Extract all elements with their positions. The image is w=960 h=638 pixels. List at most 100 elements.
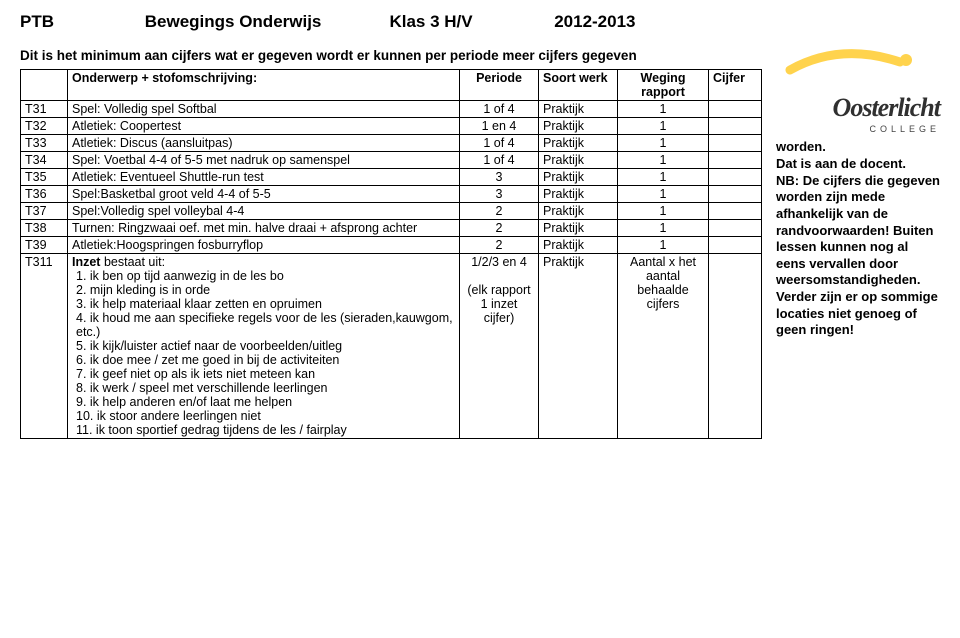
cell-periode: 1 en 4: [460, 118, 539, 135]
inzet-item: 6. ik doe mee / zet me goed in bij de ac…: [76, 353, 455, 367]
cell-periode: 3: [460, 186, 539, 203]
inzet-item: 7. ik geef niet op als ik iets niet mete…: [76, 367, 455, 381]
table-row: T33Atletiek: Discus (aansluitpas)1 of 4P…: [21, 135, 762, 152]
th-periode: Periode: [460, 70, 539, 101]
cell-onderwerp: Spel: Voetbal 4-4 of 5-5 met nadruk op s…: [68, 152, 460, 169]
cell-weging: 1: [618, 220, 709, 237]
cell-weging: Aantal x het aantal behaalde cijfers: [618, 254, 709, 439]
logo: Oosterlicht COLLEGE: [776, 48, 940, 135]
cell-onderwerp: Spel:Basketbal groot veld 4-4 of 5-5: [68, 186, 460, 203]
cell-periode: 1 of 4: [460, 152, 539, 169]
cell-cijfer: [709, 220, 762, 237]
cell-soort: Praktijk: [539, 220, 618, 237]
th-onderwerp: Onderwerp + stofomschrijving:: [68, 70, 460, 101]
grades-table: Onderwerp + stofomschrijving: Periode So…: [20, 69, 762, 439]
cell-soort: Praktijk: [539, 135, 618, 152]
cell-code: T34: [21, 152, 68, 169]
cell-onderwerp: Atletiek: Coopertest: [68, 118, 460, 135]
cell-soort: Praktijk: [539, 118, 618, 135]
cell-weging: 1: [618, 118, 709, 135]
cell-cijfer: [709, 101, 762, 118]
cell-code: T36: [21, 186, 68, 203]
inzet-item: 2. mijn kleding is in orde: [76, 283, 455, 297]
cell-periode: 3: [460, 169, 539, 186]
cell-periode: 1/2/3 en 4(elk rapport 1 inzet cijfer): [460, 254, 539, 439]
cell-cijfer: [709, 203, 762, 220]
cell-code: T33: [21, 135, 68, 152]
header-year: 2012-2013: [554, 12, 635, 32]
cell-periode: 2: [460, 220, 539, 237]
th-code: [21, 70, 68, 101]
cell-weging: 1: [618, 135, 709, 152]
cell-soort: Praktijk: [539, 152, 618, 169]
table-header-row: Onderwerp + stofomschrijving: Periode So…: [21, 70, 762, 101]
inzet-item: 1. ik ben op tijd aanwezig in de les bo: [76, 269, 455, 283]
table-row: T37Spel:Volledig spel volleybal 4-42Prak…: [21, 203, 762, 220]
logo-sub: COLLEGE: [776, 124, 940, 136]
cell-soort: Praktijk: [539, 254, 618, 439]
cell-cijfer: [709, 118, 762, 135]
cell-weging: 1: [618, 186, 709, 203]
cell-weging: 1: [618, 237, 709, 254]
table-row: T39Atletiek:Hoogspringen fosburryflop2Pr…: [21, 237, 762, 254]
th-soort: Soort werk: [539, 70, 618, 101]
table-row: T35Atletiek: Eventueel Shuttle-run test3…: [21, 169, 762, 186]
table-row: T34Spel: Voetbal 4-4 of 5-5 met nadruk o…: [21, 152, 762, 169]
cell-soort: Praktijk: [539, 101, 618, 118]
cell-cijfer: [709, 169, 762, 186]
cell-periode: 1 of 4: [460, 101, 539, 118]
header-title: Bewegings Onderwijs: [145, 12, 385, 32]
inzet-item: 3. ik help materiaal klaar zetten en opr…: [76, 297, 455, 311]
cell-weging: 1: [618, 203, 709, 220]
logo-text: Oosterlicht: [776, 91, 940, 124]
cell-cijfer: [709, 135, 762, 152]
inzet-item: 10. ik stoor andere leerlingen niet: [76, 409, 455, 423]
cell-weging: 1: [618, 169, 709, 186]
inzet-item: 11. ik toon sportief gedrag tijdens de l…: [76, 423, 455, 437]
cell-onderwerp: Turnen: Ringzwaai oef. met min. halve dr…: [68, 220, 460, 237]
inzet-item: 9. ik help anderen en/of laat me helpen: [76, 395, 455, 409]
header-ptb: PTB: [20, 12, 140, 32]
cell-soort: Praktijk: [539, 237, 618, 254]
cell-code: T35: [21, 169, 68, 186]
cell-code: T311: [21, 254, 68, 439]
cell-onderwerp: Atletiek: Discus (aansluitpas): [68, 135, 460, 152]
cell-onderwerp: Spel:Volledig spel volleybal 4-4: [68, 203, 460, 220]
cell-code: T31: [21, 101, 68, 118]
cell-periode: 1 of 4: [460, 135, 539, 152]
cell-code: T38: [21, 220, 68, 237]
cell-code: T32: [21, 118, 68, 135]
logo-name: Oosterlicht: [833, 93, 940, 122]
cell-onderwerp-inzet: Inzet bestaat uit:1. ik ben op tijd aanw…: [68, 254, 460, 439]
cell-cijfer: [709, 237, 762, 254]
cell-soort: Praktijk: [539, 186, 618, 203]
side-note: worden. Dat is aan de docent. NB: De cij…: [776, 139, 940, 339]
inzet-item: 4. ik houd me aan specifieke regels voor…: [76, 311, 455, 339]
table-row: T31Spel: Volledig spel Softbal1 of 4Prak…: [21, 101, 762, 118]
inzet-item: 8. ik werk / speel met verschillende lee…: [76, 381, 455, 395]
cell-code: T37: [21, 203, 68, 220]
cell-soort: Praktijk: [539, 203, 618, 220]
cell-cijfer: [709, 152, 762, 169]
cell-weging: 1: [618, 152, 709, 169]
cell-onderwerp: Atletiek:Hoogspringen fosburryflop: [68, 237, 460, 254]
cell-soort: Praktijk: [539, 169, 618, 186]
inzet-item: 5. ik kijk/luister actief naar de voorbe…: [76, 339, 455, 353]
page-header: PTB Bewegings Onderwijs Klas 3 H/V 2012-…: [20, 12, 940, 32]
cell-onderwerp: Atletiek: Eventueel Shuttle-run test: [68, 169, 460, 186]
cell-periode: 2: [460, 203, 539, 220]
header-klas: Klas 3 H/V: [389, 12, 549, 32]
table-row-inzet: T311Inzet bestaat uit:1. ik ben op tijd …: [21, 254, 762, 439]
table-row: T32Atletiek: Coopertest1 en 4Praktijk1: [21, 118, 762, 135]
cell-weging: 1: [618, 101, 709, 118]
th-cijfer: Cijfer: [709, 70, 762, 101]
cell-cijfer: [709, 186, 762, 203]
cell-code: T39: [21, 237, 68, 254]
table-row: T36Spel:Basketbal groot veld 4-4 of 5-53…: [21, 186, 762, 203]
table-row: T38Turnen: Ringzwaai oef. met min. halve…: [21, 220, 762, 237]
th-weging: Weging rapport: [618, 70, 709, 101]
intro-text: Dit is het minimum aan cijfers wat er ge…: [20, 48, 762, 63]
cell-onderwerp: Spel: Volledig spel Softbal: [68, 101, 460, 118]
cell-periode: 2: [460, 237, 539, 254]
cell-cijfer: [709, 254, 762, 439]
